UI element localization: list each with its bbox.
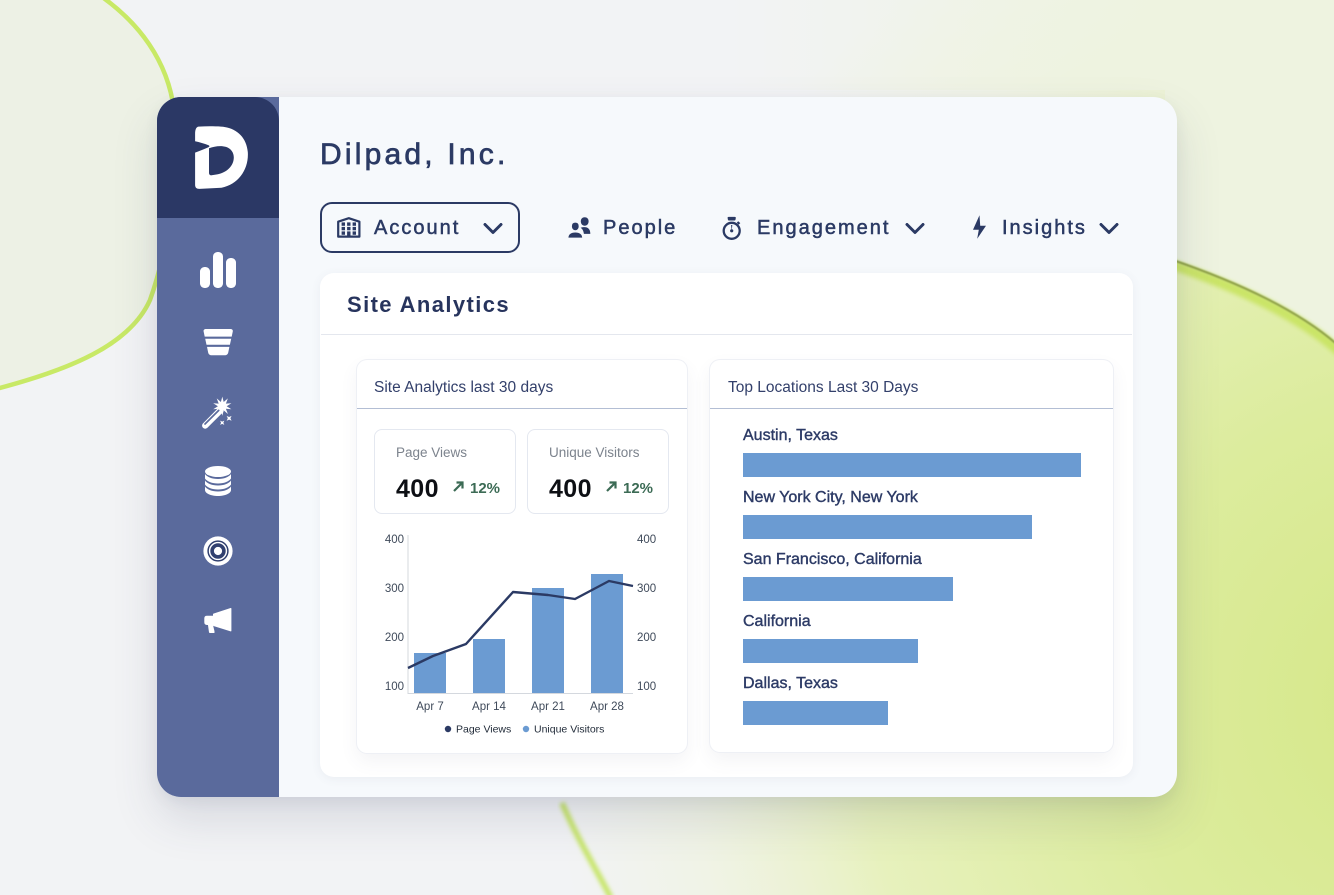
svg-text:Apr 28: Apr 28 — [590, 701, 624, 713]
svg-text:300: 300 — [637, 583, 656, 595]
svg-text:200: 200 — [385, 632, 404, 644]
svg-text:200: 200 — [637, 632, 656, 644]
svg-text:Unique Visitors: Unique Visitors — [534, 724, 604, 736]
svg-text:Apr 21: Apr 21 — [531, 701, 565, 713]
svg-text:300: 300 — [385, 583, 404, 595]
svg-text:Apr 14: Apr 14 — [472, 701, 506, 713]
svg-text:Page Views: Page Views — [456, 724, 511, 736]
svg-text:100: 100 — [637, 681, 656, 693]
svg-text:400: 400 — [385, 534, 404, 546]
svg-text:Apr 7: Apr 7 — [416, 701, 444, 713]
svg-text:100: 100 — [385, 681, 404, 693]
svg-text:400: 400 — [637, 534, 656, 546]
